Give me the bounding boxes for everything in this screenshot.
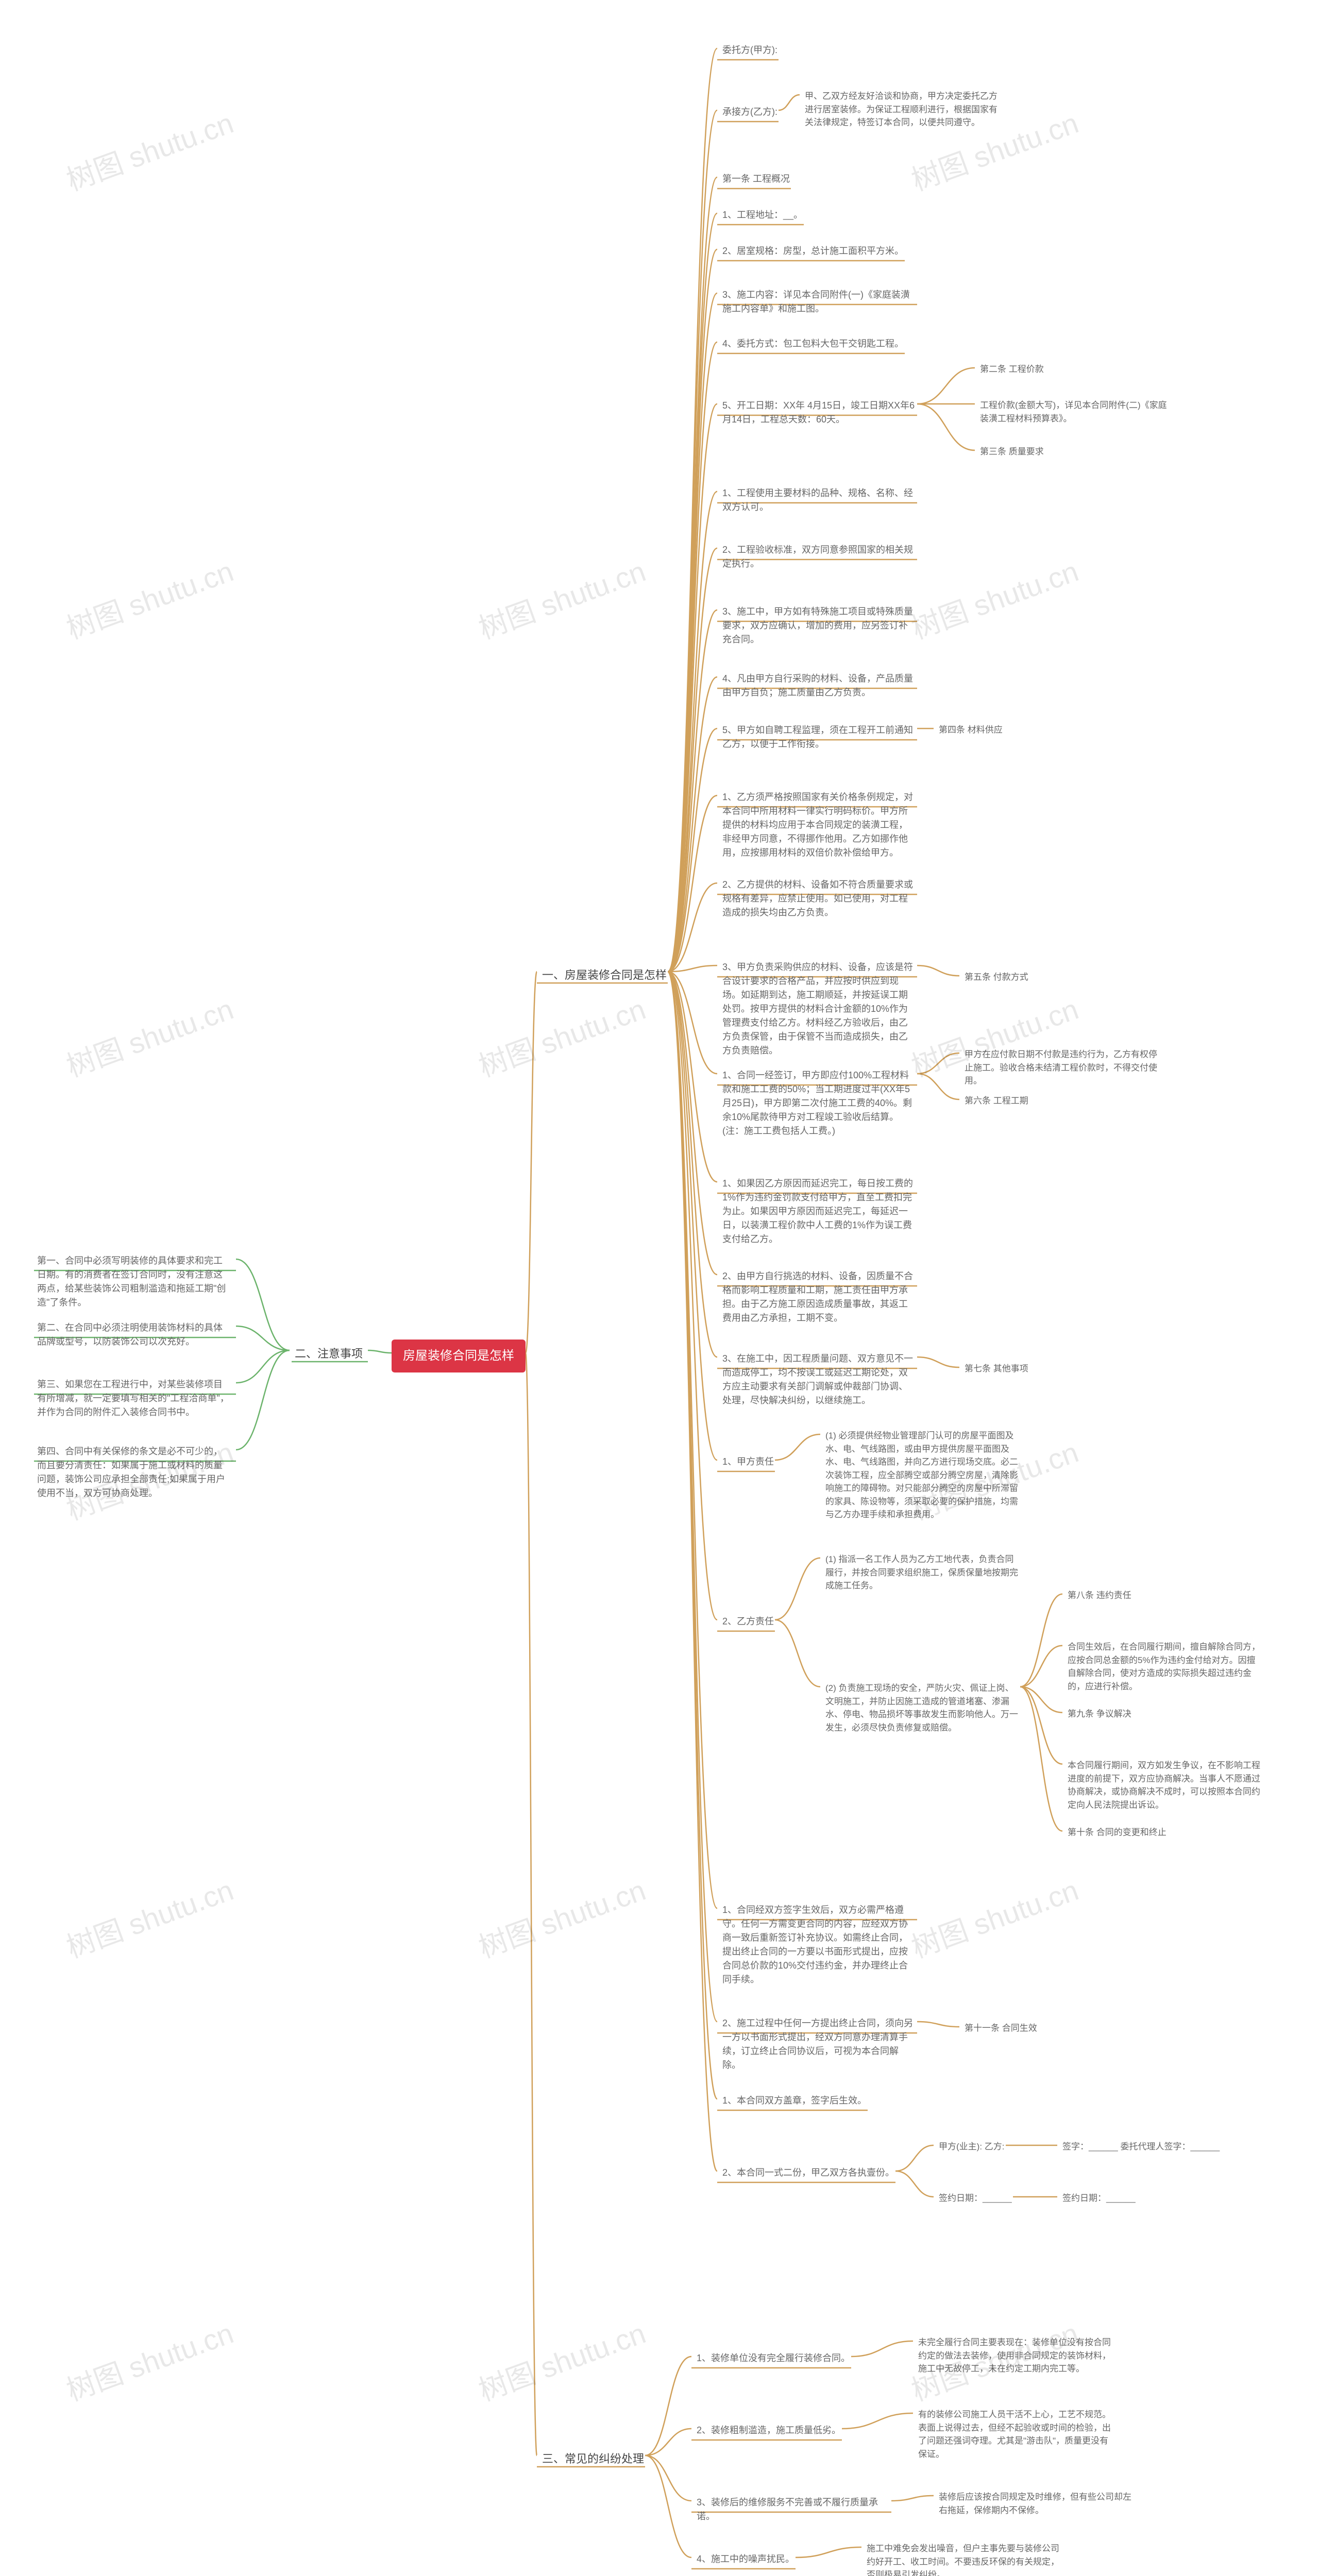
mindmap-node: 未完全履行合同主要表现在：装修单位没有按合同约定的做法去装修，使用非合同规定的装… <box>917 2334 1113 2378</box>
mindmap-node: 施工中难免会发出噪音，但户主事先要与装修公司约好开工、收工时间。不要违反环保的有… <box>866 2540 1061 2576</box>
mindmap-node: 3、施工中，甲方如有特殊施工项目或特殊质量要求，双方应确认，增加的费用，应另签订… <box>721 603 917 649</box>
mindmap-node: 5、甲方如自聘工程监理，须在工程开工前通知乙方，以便于工作衔接。 <box>721 721 917 753</box>
mindmap-node: 第九条 争议解决 <box>1067 1705 1132 1723</box>
watermark: 树图 shutu.cn <box>60 100 239 199</box>
mindmap-node: 甲方在应付款日期不付款是违约行为，乙方有权停止施工。验收合格未结清工程价款时，不… <box>963 1046 1159 1090</box>
mindmap-node: 第一条 工程概况 <box>721 170 791 188</box>
mindmap-node: 甲、乙双方经友好洽谈和协商，甲方决定委托乙方进行居室装修。为保证工程顺利进行，根… <box>804 88 1000 131</box>
mindmap-node: 2、施工过程中任何一方提出终止合同，须向另一方以书面形式提出，经双方同意办理清算… <box>721 2014 917 2074</box>
watermark: 树图 shutu.cn <box>60 1867 239 1966</box>
watermark: 树图 shutu.cn <box>472 1867 651 1966</box>
mindmap-node: 1、合同经双方签字生效后，双方必需严格遵守。任何一方需变更合同的内容，应经双方协… <box>721 1901 917 1989</box>
watermark: 树图 shutu.cn <box>905 548 1084 647</box>
mindmap-node: 签字：______ 委托代理人签字：______ <box>1061 2138 1221 2156</box>
mindmap-node: 2、居室规格：房型，总计施工面积平方米。 <box>721 242 905 260</box>
mindmap-node: 委托方(甲方): <box>721 41 779 59</box>
mindmap-node: 3、在施工中，因工程质量问题、双方意见不一而造成停工，均不按误工或延迟工期论处，… <box>721 1350 917 1410</box>
watermark: 树图 shutu.cn <box>905 1867 1084 1966</box>
mindmap-node: 本合同履行期间，双方如发生争议，在不影响工程进度的前提下，双方应协商解决。当事人… <box>1067 1757 1262 1814</box>
mindmap-node: 三、常见的纠纷处理 <box>541 2447 645 2470</box>
mindmap-node: 2、由甲方自行挑选的材料、设备，因质量不合格而影响工程质量和工期，施工责任由甲方… <box>721 1267 917 1327</box>
mindmap-node: 第一、合同中必须写明装修的具体要求和完工日期。有的消费者在签订合同时，没有注意这… <box>36 1252 232 1312</box>
mindmap-node: 1、如果因乙方原因而延迟完工，每日按工费的1%作为违约金罚款支付给甲方，直至工费… <box>721 1175 917 1248</box>
mindmap-node: 1、合同一经签订，甲方即应付100%工程材料款和施工工费的50%；当工期进度过半… <box>721 1066 917 1140</box>
watermark: 树图 shutu.cn <box>60 986 239 1085</box>
mindmap-node: 第八条 违约责任 <box>1067 1587 1132 1604</box>
mindmap-node: 第二条 工程价款 <box>979 361 1045 378</box>
mindmap-node: 第六条 工程工期 <box>963 1092 1029 1110</box>
mindmap-node: 2、本合同一式二份，甲乙双方各执壹份。 <box>721 2164 895 2182</box>
watermark: 树图 shutu.cn <box>472 986 651 1085</box>
mindmap-node: 1、本合同双方盖章，签字后生效。 <box>721 2092 868 2110</box>
mindmap-node: 有的装修公司施工人员干活不上心，工艺不规范。表面上说得过去，但经不起验收或时间的… <box>917 2406 1113 2463</box>
mindmap-node: 3、施工内容：详见本合同附件(一)《家庭装潢施工内容单》和施工图。 <box>721 286 917 318</box>
mindmap-node: 4、委托方式：包工包料大包干交钥匙工程。 <box>721 335 905 353</box>
mindmap-node: 工程价款(金额大写)，详见本合同附件(二)《家庭装潢工程材料预算表》。 <box>979 397 1175 427</box>
mindmap-node: 第五条 付款方式 <box>963 969 1029 986</box>
mindmap-node: (2) 负责施工现场的安全，严防火灾、佩证上岗、文明施工，并防止因施工造成的管道… <box>824 1680 1020 1736</box>
mindmap-node: 第四条 材料供应 <box>938 721 1004 739</box>
mindmap-node: 签约日期：______ <box>938 2190 1013 2207</box>
mindmap-node: 第七条 其他事项 <box>963 1360 1029 1378</box>
mindmap-node: 4、凡由甲方自行采购的材料、设备，产品质量由甲方自负；施工质量由乙方负责。 <box>721 670 917 702</box>
mindmap-node: 1、装修单位没有完全履行装修合同。 <box>696 2349 851 2367</box>
mindmap-node: 2、工程验收标准，双方同意参照国家的相关规定执行。 <box>721 541 917 573</box>
mindmap-node: 合同生效后，在合同履行期间，擅自解除合同方，应按合同总金额的5%作为违约金付给对… <box>1067 1638 1262 1695</box>
mindmap-node: 承接方(乙方): <box>721 103 779 121</box>
watermark: 树图 shutu.cn <box>472 548 651 647</box>
mindmap-node: 第三条 质量要求 <box>979 443 1045 461</box>
mindmap-node: 2、装修粗制滥造，施工质量低劣。 <box>696 2421 842 2439</box>
mindmap-node: 签约日期：______ <box>1061 2190 1137 2207</box>
mindmap-node: (1) 必须提供经物业管理部门认可的房屋平面图及水、电、气线路图，或由甲方提供房… <box>824 1427 1020 1523</box>
watermark: 树图 shutu.cn <box>60 2310 239 2409</box>
mindmap-node: 1、乙方须严格按照国家有关价格条例规定，对本合同中所用材料一律实行明码标价。甲方… <box>721 788 917 862</box>
mindmap-node: 第三、如果您在工程进行中，对某些装修项目有所增减，就一定要填写相关的"工程洽商单… <box>36 1376 232 1421</box>
mindmap-node: 一、房屋装修合同是怎样 <box>541 963 668 987</box>
mindmap-node: 第十一条 合同生效 <box>963 2020 1038 2037</box>
watermark: 树图 shutu.cn <box>60 548 239 647</box>
mindmap-node: 1、工程地址：__。 <box>721 206 804 224</box>
mindmap-node: 3、甲方负责采购供应的材料、设备，应该是符合设计要求的合格产品，并应按时供应到现… <box>721 958 917 1060</box>
mindmap-node: 二、注意事项 <box>294 1342 364 1365</box>
mindmap-node: 第二、在合同中必须注明使用装饰材料的具体品牌或型号，以防装饰公司以次充好。 <box>36 1319 232 1351</box>
mindmap-node: 第十条 合同的变更和终止 <box>1067 1824 1168 1841</box>
mindmap-node: 第四、合同中有关保修的条文是必不可少的，而且要分清责任：如果属于施工或材料的质量… <box>36 1443 232 1502</box>
mindmap-node: (1) 指派一名工作人员为乙方工地代表，负责合同履行，并按合同要求组织施工，保质… <box>824 1551 1020 1595</box>
mindmap-node: 2、乙方提供的材料、设备如不符合质量要求或规格有差异，应禁止使用。如已使用，对工… <box>721 876 917 922</box>
mindmap-node: 2、乙方责任 <box>721 1613 775 1631</box>
mindmap-node: 1、甲方责任 <box>721 1453 775 1471</box>
mindmap-node: 甲方(业主): 乙方: <box>938 2138 1006 2156</box>
mindmap-node: 5、开工日期：XX年 4月15日，竣工日期XX年6月14日，工程总天数：60天。 <box>721 397 917 429</box>
mindmap-node: 4、施工中的噪声扰民。 <box>696 2550 796 2568</box>
mindmap-node: 房屋装修合同是怎样 <box>392 1340 526 1372</box>
mindmap-node: 装修后应该按合同规定及时维修，但有些公司却左右拖延，保修期内不保修。 <box>938 2488 1134 2519</box>
watermark: 树图 shutu.cn <box>472 2310 651 2409</box>
mindmap-node: 3、装修后的维修服务不完善或不履行质量承诺。 <box>696 2494 891 2526</box>
mindmap-node: 1、工程使用主要材料的品种、规格、名称、经双方认可。 <box>721 484 917 516</box>
